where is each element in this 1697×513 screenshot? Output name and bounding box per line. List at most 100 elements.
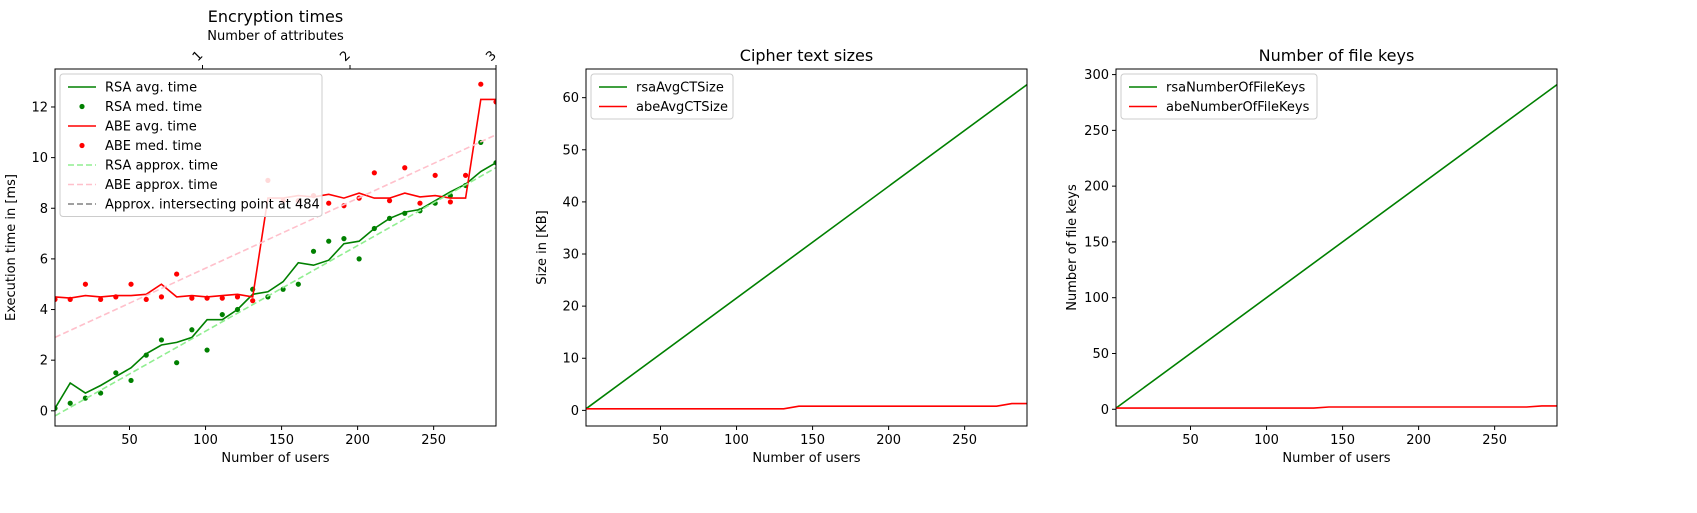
y-tick-label: 10 [31,151,48,166]
y-tick-label: 8 [40,202,48,217]
data-point-2-18 [310,248,317,254]
y-tick-label: 0 [1101,403,1109,418]
axes-frame [1115,68,1558,427]
y-tick-label: 12 [31,100,48,115]
legend-label: RSA med. time [105,100,202,115]
legend-box [59,73,323,217]
y-tick-label: 40 [562,195,579,210]
legend-label: ABE avg. time [105,120,197,135]
data-point-4-5 [113,294,119,300]
legend-label: RSA avg. time [105,81,197,96]
data-point-4-7 [143,296,149,303]
y-axis-label: Execution time in [ms] [4,174,19,321]
data-point-2-24 [402,210,408,216]
data-point-2-23 [386,215,393,221]
chart-panel-2: 50 100 150 200 250 0 10 20 30 40 50 60 Number of use… [535,46,1028,466]
y-tick-label: 2 [40,354,48,369]
plot-area [1116,83,1557,409]
y-tick-label: 150 [1084,235,1109,250]
data-point-2-5 [113,370,119,376]
data-point-2-20 [341,236,347,242]
y-tick-label: 4 [40,303,48,318]
y-tick-label: 6 [40,252,48,267]
data-point-2-8 [158,337,165,343]
legend-label: Approx. intersecting point at 484 [105,198,320,213]
series-line-2 [1116,405,1557,409]
x-axis-label: Number of users [1282,451,1390,466]
x-axis-label: Number of users [221,451,329,466]
data-point-4-27 [447,199,453,205]
data-point-4-11 [204,295,210,301]
legend-box [590,73,734,120]
x-tick-label: 150 [1330,433,1355,448]
y-tick-label: 60 [562,91,579,106]
plot-area [586,83,1027,410]
x-tick-label: 100 [724,433,749,448]
data-point-4-10 [189,295,195,301]
top-tick-label: 2 [337,48,353,64]
data-point-2-11 [204,347,210,353]
x-tick-label: 50 [121,433,138,448]
data-point-2-7 [143,352,149,358]
chart-title: Encryption times [208,7,343,26]
axes-frame [54,68,497,427]
y-tick-label: 100 [1084,291,1109,306]
x-tick-label: 250 [421,433,446,448]
legend-label: abeAvgCTSize [636,100,728,115]
data-point-2-21 [356,256,362,262]
chart-panel-3: 50 100 150 200 250 0 50 100 150 200 250 300 Number o… [1065,46,1558,466]
data-point-2-13 [234,306,241,313]
data-point-4-30 [493,99,496,105]
y-tick-label: 50 [1092,347,1109,362]
data-point-4-2 [67,296,73,303]
data-point-4-25 [417,200,423,206]
x-tick-label: 50 [1182,433,1199,448]
data-point-2-30 [493,160,496,166]
x-tick-label: 100 [1254,433,1279,448]
data-point-2-2 [67,400,73,406]
data-point-2-19 [326,238,332,244]
data-point-4-4 [98,296,104,303]
axes-frame [585,68,1028,427]
data-point-4-22 [371,170,377,176]
x-axis-label: Number of users [752,451,860,466]
y-tick-label: 10 [562,352,579,367]
data-point-2-22 [371,225,377,232]
data-point-4-9 [174,271,180,277]
y-tick-label: 0 [40,404,48,419]
data-point-4-24 [402,165,408,171]
data-point-4-19 [326,200,332,206]
data-point-4-1 [55,296,58,303]
data-point-2-12 [219,311,225,318]
y-tick-label: 0 [571,404,579,419]
data-point-4-12 [219,295,225,301]
data-point-4-13 [234,294,241,300]
legend-label: rsaAvgCTSize [636,81,724,96]
data-point-2-3 [82,395,89,401]
series-line-1 [1116,83,1557,409]
y-tick-label: 30 [562,248,579,263]
data-point-2-16 [280,286,286,292]
x-tick-label: 200 [1406,433,1431,448]
legend-label: ABE approx. time [105,178,218,193]
y-axis-label: Number of file keys [1065,184,1080,311]
x-tick-label: 200 [876,433,901,448]
data-point-4-14 [250,298,256,304]
data-point-4-26 [432,172,438,178]
x-tick-label: 200 [345,433,370,448]
y-tick-label: 200 [1084,180,1109,195]
y-tick-label: 300 [1084,68,1109,83]
legend-box [1120,73,1318,120]
y-tick-label: 50 [562,143,579,158]
x-tick-label: 150 [800,433,825,448]
legend-label: abeNumberOfFileKeys [1166,100,1310,115]
top-tick-label: 1 [190,48,206,64]
data-point-4-8 [158,294,165,300]
series-line-1 [55,162,496,409]
legend-label: RSA approx. time [105,159,218,174]
data-point-2-9 [174,360,180,366]
legend-label: ABE med. time [105,139,202,154]
data-point-4-29 [478,81,484,87]
data-point-2-17 [295,281,301,287]
